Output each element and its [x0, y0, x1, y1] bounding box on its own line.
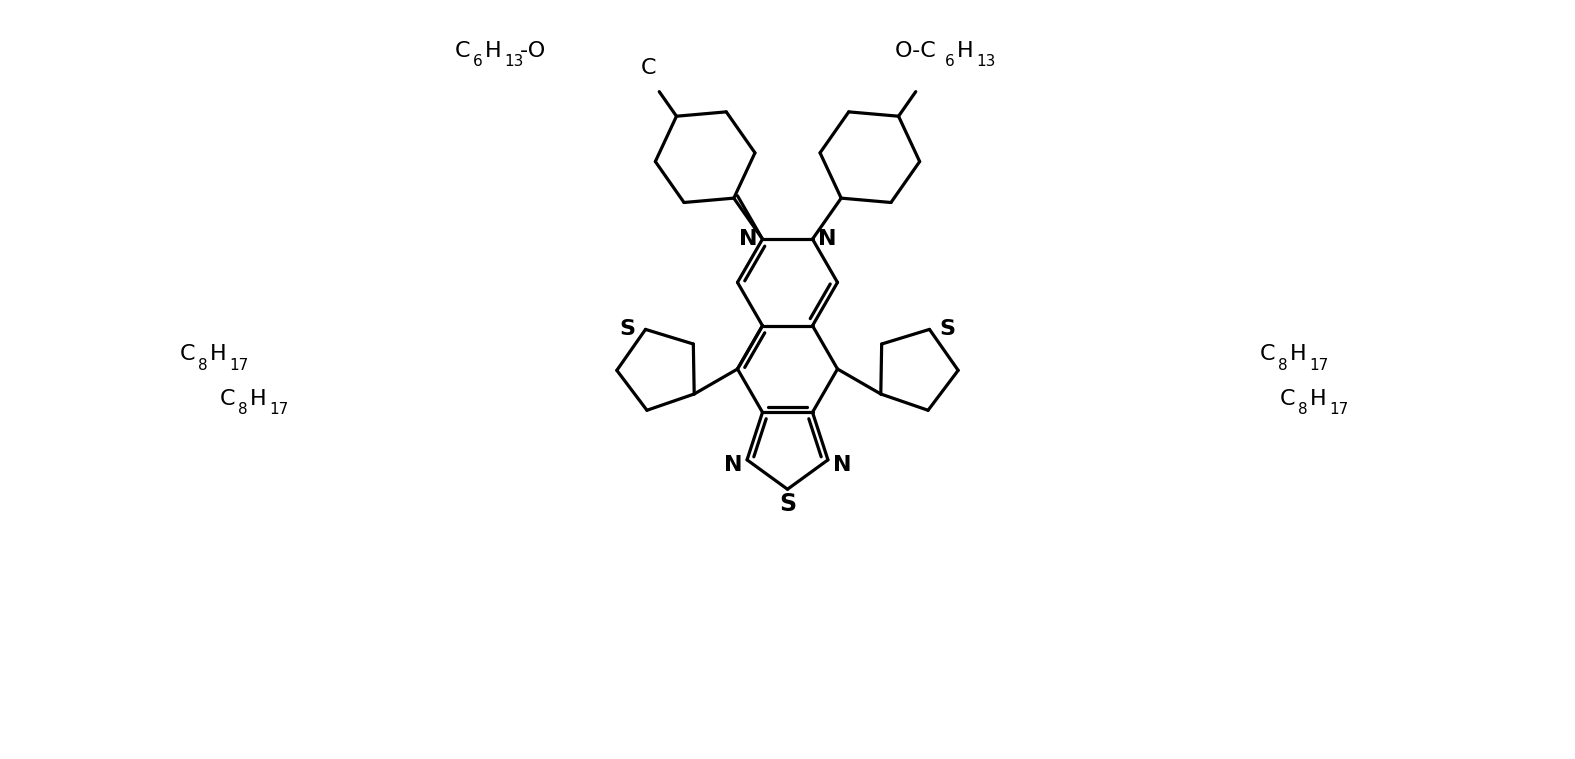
Text: N: N [739, 229, 758, 249]
Text: N: N [833, 455, 852, 475]
Text: 13: 13 [504, 55, 523, 70]
Text: S: S [780, 493, 795, 516]
Text: 17: 17 [228, 357, 249, 373]
Text: 8: 8 [238, 402, 247, 417]
Text: 17: 17 [1329, 402, 1348, 417]
Text: C: C [455, 41, 471, 61]
Text: 8: 8 [198, 357, 208, 373]
Text: H: H [1290, 344, 1307, 364]
Text: C: C [1260, 344, 1276, 364]
Text: H: H [209, 344, 227, 364]
Text: H: H [250, 389, 266, 409]
Text: 6: 6 [945, 55, 954, 70]
Text: H: H [485, 41, 501, 61]
Text: 8: 8 [1277, 357, 1288, 373]
Text: 8: 8 [1298, 402, 1307, 417]
Text: -O: -O [520, 41, 547, 61]
Text: 17: 17 [1309, 357, 1328, 373]
Text: S: S [940, 320, 956, 339]
Text: 6: 6 [472, 55, 484, 70]
Text: 17: 17 [269, 402, 288, 417]
Text: N: N [817, 229, 836, 249]
Text: O-C: O-C [895, 41, 937, 61]
Text: H: H [958, 41, 973, 61]
Text: C: C [221, 389, 236, 409]
Text: C: C [180, 344, 195, 364]
Text: C: C [1280, 389, 1296, 409]
Text: N: N [723, 455, 742, 475]
Text: H: H [1310, 389, 1326, 409]
Text: S: S [619, 320, 635, 339]
Text: 13: 13 [976, 55, 995, 70]
Text: C: C [641, 58, 657, 77]
